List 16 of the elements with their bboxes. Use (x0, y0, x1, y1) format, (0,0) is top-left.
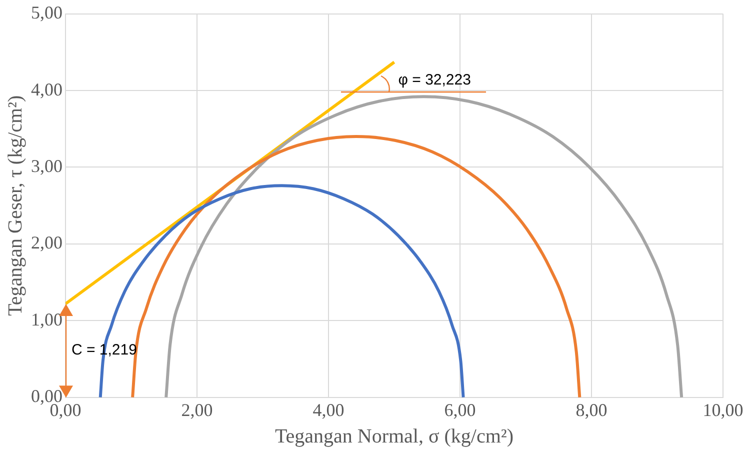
y-tick-label: 4,00 (31, 79, 62, 100)
y-tick-label: 0,00 (31, 386, 62, 406)
line-series (164, 95, 684, 398)
x-tick-label: 2,00 (181, 400, 213, 420)
x-tick-label: 6,00 (444, 400, 476, 420)
y-tick-label: 2,00 (31, 232, 62, 253)
x-tick-label: 4,00 (312, 400, 344, 420)
annotation: φ = 32,223 (398, 71, 471, 88)
y-tick-label: 3,00 (31, 156, 62, 176)
y-tick-label: 5,00 (31, 2, 62, 23)
x-tick-label: 10,00 (702, 400, 744, 420)
y-tick-label: 1,00 (31, 309, 62, 330)
y-axis-title: Tegangan Geser, τ (kg/cm²) (4, 95, 26, 316)
line-series (98, 184, 465, 398)
x-axis-title: Tegangan Normal, σ (kg/cm²) (274, 425, 514, 448)
x-tick-label: 8,00 (576, 400, 608, 420)
